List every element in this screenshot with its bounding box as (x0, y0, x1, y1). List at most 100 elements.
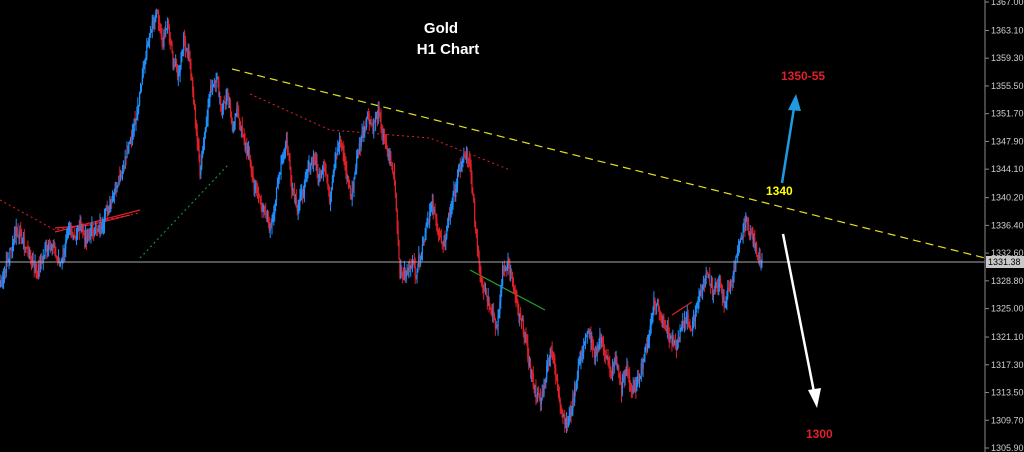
candle-body (350, 195, 352, 200)
candle-body (61, 258, 63, 262)
candle-body (82, 229, 84, 231)
candle-body (176, 68, 179, 77)
candle-body (39, 260, 42, 271)
candle-body (516, 298, 518, 302)
candle-body (385, 141, 388, 149)
candle-body (586, 331, 588, 335)
candle-body (496, 325, 498, 327)
candle-body (258, 196, 261, 198)
candle-body (607, 358, 609, 361)
candle-body (127, 150, 129, 153)
candle-body (733, 264, 735, 275)
candle-body (161, 36, 163, 47)
candle-body (539, 397, 542, 404)
candle-body (422, 239, 424, 245)
candles-layer (0, 8, 763, 433)
candle-body (574, 387, 576, 403)
candle-body (135, 118, 137, 124)
candle-body (682, 320, 684, 326)
candle-body (494, 319, 496, 329)
candle-body (263, 206, 265, 211)
arrow-down-shaft (781, 233, 816, 393)
candle-body (501, 285, 503, 290)
candle-body (437, 230, 439, 233)
candle-body (467, 157, 469, 159)
candle-body (421, 244, 424, 254)
candle-body (629, 383, 632, 385)
candle-body (130, 138, 132, 142)
candle-body (447, 213, 450, 226)
candle-body (347, 176, 350, 188)
candle-body (343, 153, 345, 162)
candle-body (107, 206, 109, 213)
candle-body (506, 267, 508, 270)
candle-body (679, 329, 681, 342)
candle-body (282, 155, 284, 163)
candle-body (253, 178, 255, 189)
candle-body (595, 351, 597, 357)
candle-body (81, 229, 83, 231)
candle-body (558, 393, 560, 401)
candle-body (23, 237, 25, 249)
candle-body (266, 216, 269, 220)
candle-body (654, 298, 656, 303)
candle-body (524, 334, 526, 336)
candle-body (628, 376, 631, 384)
candle-body (140, 84, 143, 91)
candle-body (349, 188, 351, 196)
candle-body (402, 276, 405, 278)
candle-body (745, 221, 747, 231)
candle-body (408, 262, 410, 270)
candle-body (304, 175, 306, 181)
candle-body (466, 155, 469, 158)
candle-body (465, 155, 468, 160)
candle-body (79, 221, 81, 232)
candle-body (228, 96, 230, 109)
candle-body (204, 128, 206, 134)
candle-body (691, 330, 693, 332)
y-tick-label: 1351.70 (991, 109, 1024, 119)
candle-body (130, 138, 133, 140)
candle-body (106, 207, 108, 213)
candle-body (156, 9, 158, 14)
candle-body (311, 158, 313, 165)
candle-body (169, 36, 171, 43)
candle-body (708, 274, 710, 278)
candle-body (626, 365, 628, 372)
candle-body (610, 367, 612, 373)
candle-body (271, 221, 273, 226)
candle-body (601, 338, 604, 345)
candle-body (47, 248, 49, 253)
candle-body (171, 43, 173, 52)
candle-body (387, 149, 389, 152)
candle-body (440, 236, 442, 242)
candle-body (522, 320, 524, 334)
candle-body (196, 132, 198, 142)
candle-body (83, 229, 85, 235)
candle-body (487, 296, 489, 302)
candle-body (86, 236, 88, 244)
candle-body (19, 230, 21, 240)
candle-body (665, 328, 668, 331)
candle-body (308, 162, 310, 170)
candle-body (166, 28, 168, 30)
y-tick-label: 1367.00 (991, 0, 1024, 7)
candle-body (311, 158, 314, 163)
candle-body (427, 218, 429, 226)
candle-body (69, 229, 71, 231)
candle-body (722, 297, 724, 299)
candle-body (501, 267, 504, 286)
candle-body (302, 193, 305, 196)
candle-body (74, 236, 76, 238)
candle-body (638, 376, 640, 382)
candle-body (711, 284, 714, 295)
candle-body (565, 417, 568, 424)
candle-body (661, 314, 663, 319)
candle-body (715, 282, 717, 284)
candle-body (403, 269, 406, 278)
candle-body (124, 156, 126, 169)
candle-body (12, 242, 15, 244)
candle-body (652, 312, 654, 317)
y-tick-label: 1328.80 (991, 276, 1024, 286)
candle-body (211, 84, 213, 92)
